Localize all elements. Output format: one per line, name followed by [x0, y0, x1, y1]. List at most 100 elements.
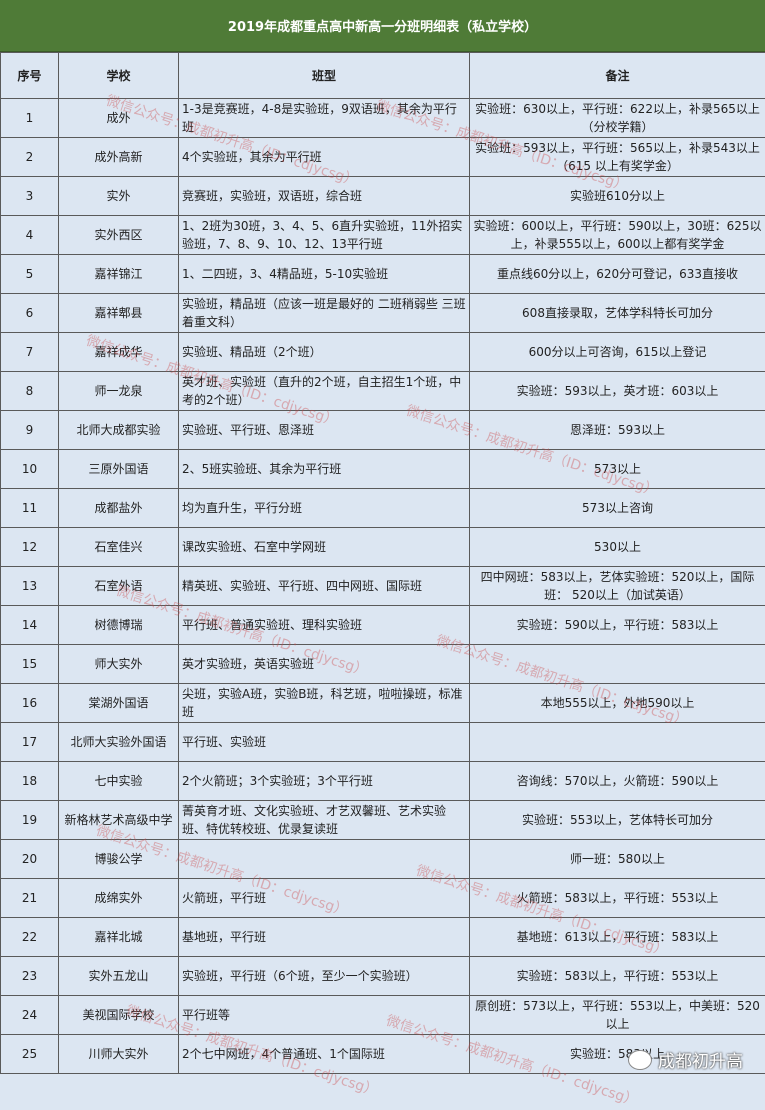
class-type [179, 840, 470, 879]
note: 实验班：593以上，平行班：565以上，补录543以上（615 以上有奖学金） [470, 138, 765, 177]
school: 树德博瑞 [59, 606, 179, 645]
row-number: 9 [1, 411, 59, 450]
row-number: 25 [1, 1035, 59, 1074]
row-number: 20 [1, 840, 59, 879]
class-type: 4个实验班，其余为平行班 [179, 138, 470, 177]
title: 2019年成都重点高中新高一分班明细表（私立学校） [0, 0, 765, 52]
row-number: 6 [1, 294, 59, 333]
class-type: 1-3是竞赛班，4-8是实验班，9双语班，其余为平行班 [179, 99, 470, 138]
school: 师大实外 [59, 645, 179, 684]
note: 恩泽班：593以上 [470, 411, 765, 450]
school: 博骏公学 [59, 840, 179, 879]
note: 本地555以上，外地590以上 [470, 684, 765, 723]
note: 实验班：553以上，艺体特长可加分 [470, 801, 765, 840]
note: 实验班：593以上，英才班：603以上 [470, 372, 765, 411]
class-type: 平行班等 [179, 996, 470, 1035]
row-number: 13 [1, 567, 59, 606]
school: 川师大实外 [59, 1035, 179, 1074]
class-type: 2个火箭班；3个实验班；3个平行班 [179, 762, 470, 801]
header-row: 序号学校班型备注 [1, 53, 765, 99]
class-type: 实验班，平行班（6个班，至少一个实验班） [179, 957, 470, 996]
row-number: 21 [1, 879, 59, 918]
school: 师一龙泉 [59, 372, 179, 411]
row-number: 8 [1, 372, 59, 411]
logo-text: 成都初升高 [658, 1047, 743, 1072]
school: 嘉祥郫县 [59, 294, 179, 333]
row-number: 22 [1, 918, 59, 957]
school: 新格林艺术高级中学 [59, 801, 179, 840]
class-type: 均为直升生，平行分班 [179, 489, 470, 528]
note: 实验班：583以上，平行班：553以上 [470, 957, 765, 996]
class-type: 尖班，实验A班，实验B班，科艺班，啦啦操班，标准班 [179, 684, 470, 723]
row-number: 1 [1, 99, 59, 138]
school: 成都盐外 [59, 489, 179, 528]
note: 重点线60分以上，620分可登记，633直接收 [470, 255, 765, 294]
row-number: 18 [1, 762, 59, 801]
class-type: 实验班、精品班（2个班） [179, 333, 470, 372]
note: 原创班：573以上，平行班：553以上，中美班：520以上 [470, 996, 765, 1035]
note: 608直接录取，艺体学科特长可加分 [470, 294, 765, 333]
school: 三原外国语 [59, 450, 179, 489]
note: 573以上咨询 [470, 489, 765, 528]
class-type: 英才实验班，英语实验班 [179, 645, 470, 684]
note: 咨询线：570以上，火箭班：590以上 [470, 762, 765, 801]
row-number: 2 [1, 138, 59, 177]
note: 573以上 [470, 450, 765, 489]
school: 石室外语 [59, 567, 179, 606]
class-type: 实验班，精品班（应该一班是最好的 二班稍弱些 三班着重文科） [179, 294, 470, 333]
column-header: 学校 [59, 53, 179, 99]
class-type: 平行班、普通实验班、理科实验班 [179, 606, 470, 645]
class-type: 课改实验班、石室中学网班 [179, 528, 470, 567]
school: 实外西区 [59, 216, 179, 255]
note: 火箭班：583以上，平行班：553以上 [470, 879, 765, 918]
class-type: 1、二四班，3、4精品班，5-10实验班 [179, 255, 470, 294]
note: 实验班：590以上，平行班：583以上 [470, 606, 765, 645]
school: 美视国际学校 [59, 996, 179, 1035]
school: 成外 [59, 99, 179, 138]
row-number: 4 [1, 216, 59, 255]
row-number: 11 [1, 489, 59, 528]
note [470, 645, 765, 684]
row-number: 10 [1, 450, 59, 489]
note: 实验班610分以上 [470, 177, 765, 216]
note: 基地班：613以上，平行班：583以上 [470, 918, 765, 957]
class-type: 精英班、实验班、平行班、四中网班、国际班 [179, 567, 470, 606]
row-number: 14 [1, 606, 59, 645]
row-number: 19 [1, 801, 59, 840]
row-number: 17 [1, 723, 59, 762]
class-type: 实验班、平行班、恩泽班 [179, 411, 470, 450]
school: 棠湖外国语 [59, 684, 179, 723]
column-header: 备注 [470, 53, 765, 99]
row-number: 5 [1, 255, 59, 294]
class-type: 1、2班为30班，3、4、5、6直升实验班，11外招实验班，7、8、9、10、1… [179, 216, 470, 255]
school: 实外 [59, 177, 179, 216]
school: 嘉祥锦江 [59, 255, 179, 294]
class-type: 火箭班，平行班 [179, 879, 470, 918]
row-number: 16 [1, 684, 59, 723]
note: 四中网班：583以上，艺体实验班：520以上，国际班： 520以上（加试英语） [470, 567, 765, 606]
school: 七中实验 [59, 762, 179, 801]
